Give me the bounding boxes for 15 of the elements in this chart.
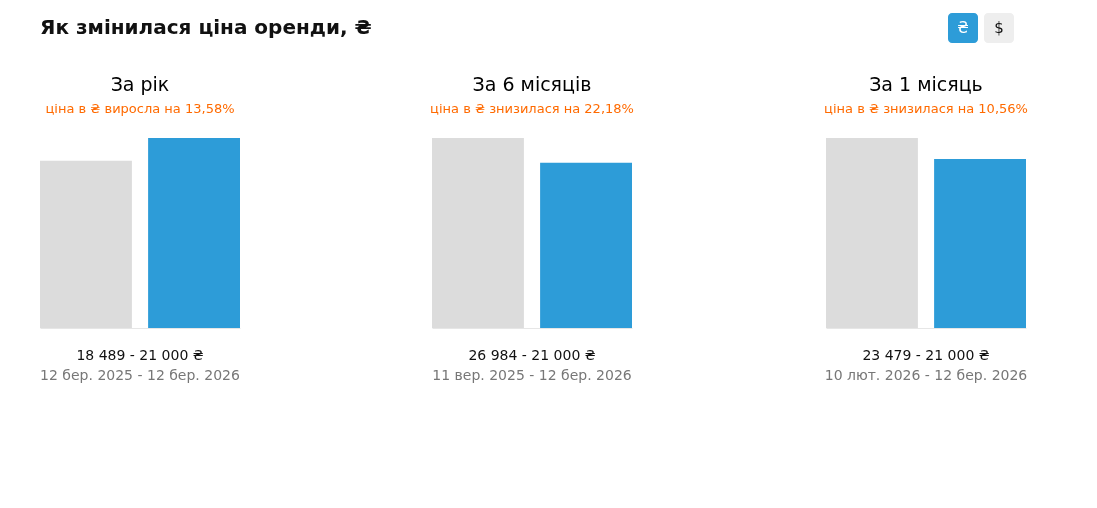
chart-title: За 6 місяців (472, 73, 592, 95)
text: $ (994, 19, 1004, 37)
text: 10 лют. 2026 - 12 бер. 2026 (824, 367, 1028, 383)
text: Як змінилася ціна оренди, ₴ (40, 15, 372, 39)
chart-subtitle: ціна в ₴ знизилася на 22,18% (430, 101, 634, 116)
text: 12 бер. 2025 - 12 бер. 2026 (40, 367, 240, 383)
text: 11 вер. 2025 - 12 бер. 2026 (432, 367, 632, 383)
text: ₴ (957, 19, 969, 37)
chart-title: За 1 місяць (869, 73, 983, 95)
chart-subtitle: ціна в ₴ виросла на 13,58% (45, 101, 235, 116)
text: 26 984 - 21 000 ₴ (468, 347, 596, 363)
chart-title: За рік (110, 73, 170, 95)
text: 18 489 - 21 000 ₴ (76, 347, 204, 363)
chart-subtitle: ціна в ₴ знизилася на 10,56% (824, 101, 1028, 116)
text: 23 479 - 21 000 ₴ (862, 347, 990, 363)
